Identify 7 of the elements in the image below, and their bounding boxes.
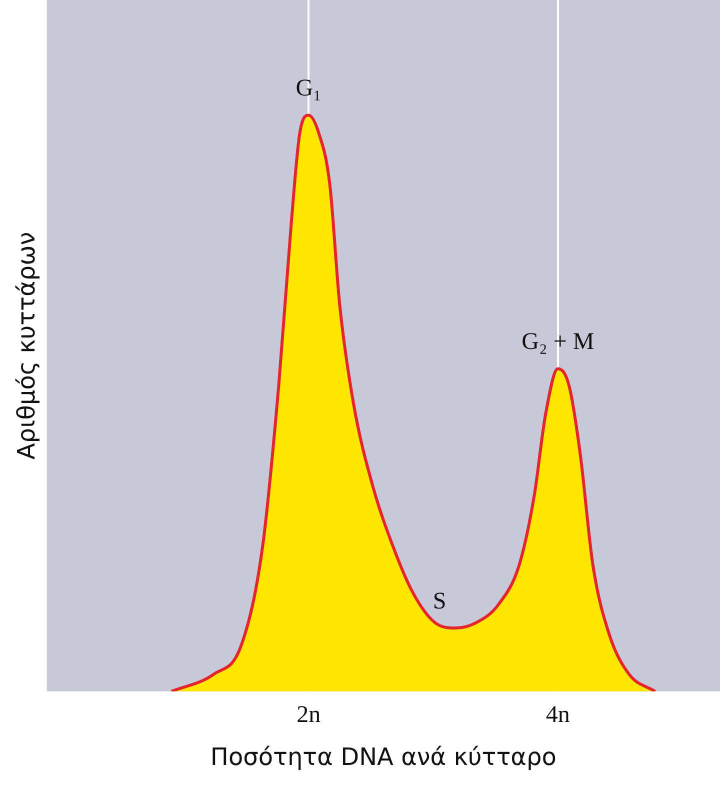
x-tick-label: 4n xyxy=(546,702,570,728)
annotation: G₂ + M xyxy=(522,329,594,356)
x-tick-label: 2n xyxy=(296,702,321,728)
annotation: S xyxy=(432,588,446,614)
y-axis-title: Αριθμός κυττάρων xyxy=(12,232,41,460)
annotation: G₁ xyxy=(296,76,322,102)
x-axis-title: Ποσότητα DNA ανά κύτταρο xyxy=(210,742,556,771)
